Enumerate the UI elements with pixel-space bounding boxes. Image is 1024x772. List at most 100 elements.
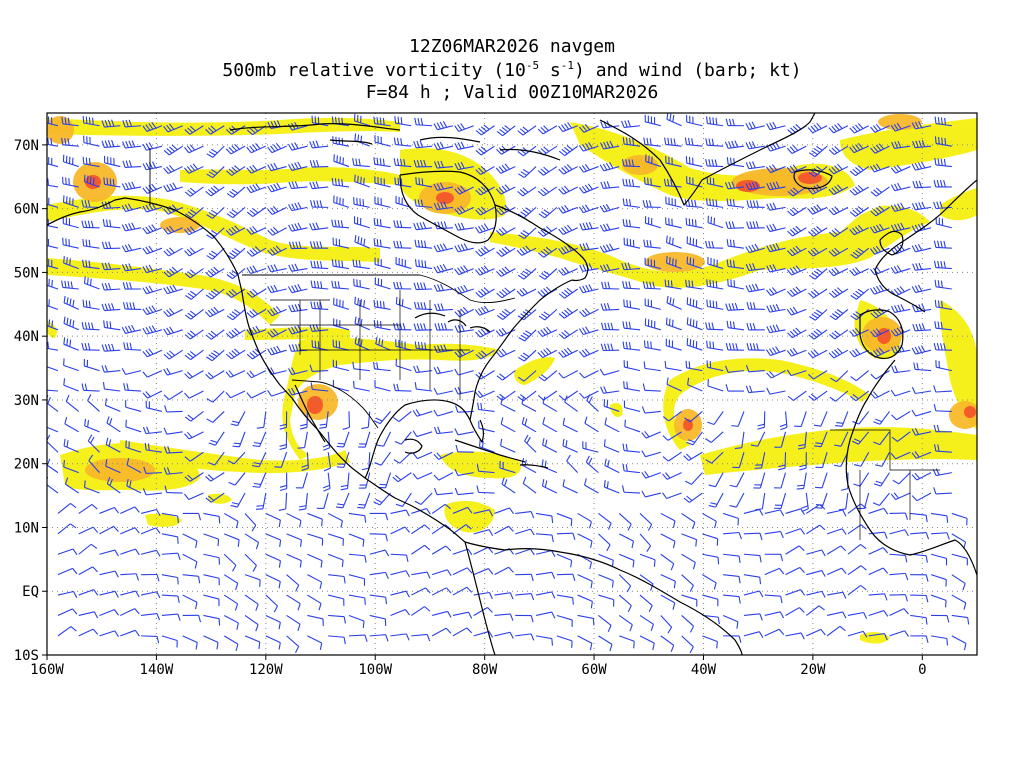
wind-barb <box>910 513 927 522</box>
wind-barb <box>58 524 76 534</box>
wind-barb <box>455 369 474 375</box>
wind-barb <box>333 380 349 391</box>
wind-barb <box>809 146 827 156</box>
lon-tick-label: 0 <box>918 662 926 678</box>
wind-barb <box>341 473 349 490</box>
wind-barb <box>288 143 307 151</box>
wind-barb <box>787 145 806 153</box>
wind-barb <box>623 464 640 473</box>
wind-barb <box>206 350 224 361</box>
wind-barb <box>806 591 825 597</box>
wind-barb <box>494 632 513 638</box>
wind-barb <box>643 383 661 391</box>
wind-barb <box>851 289 869 299</box>
wind-barb <box>224 575 237 590</box>
wind-barb <box>141 614 159 620</box>
wind-barb <box>100 591 119 597</box>
wind-barb <box>931 513 948 522</box>
wind-barb <box>164 285 183 294</box>
wind-barb <box>515 594 533 601</box>
wind-barb <box>476 125 494 135</box>
wind-barb <box>83 239 100 248</box>
wind-barb <box>226 391 245 398</box>
wind-barb <box>744 554 761 562</box>
wind-barb <box>455 387 474 394</box>
wind-barb <box>206 186 225 196</box>
wind-barb <box>815 473 827 488</box>
wind-barb <box>143 143 162 151</box>
wind-barb <box>336 493 349 508</box>
wind-barb <box>538 126 557 134</box>
wind-barb <box>164 308 183 316</box>
wind-barb <box>519 330 536 341</box>
wind-barb <box>143 391 162 398</box>
wind-barb <box>642 407 660 414</box>
wind-barb <box>434 121 453 129</box>
wind-barb <box>839 493 848 510</box>
wind-barb <box>726 343 744 350</box>
wind-barb <box>266 636 280 650</box>
wind-barb <box>227 248 245 259</box>
wind-barb <box>311 200 329 207</box>
wind-barb <box>830 309 848 319</box>
wind-barb <box>203 534 218 546</box>
wind-barb <box>102 242 120 249</box>
wind-barb <box>453 549 472 555</box>
wind-barb <box>687 297 702 309</box>
wind-barb <box>415 240 432 248</box>
wind-barb <box>853 473 868 486</box>
wind-barb <box>786 608 805 616</box>
wind-barb <box>661 575 676 588</box>
wind-barb <box>727 239 744 248</box>
wind-barb <box>829 348 848 358</box>
wind-barb <box>63 155 78 167</box>
wind-barb <box>266 615 280 629</box>
great-lakes <box>415 313 490 332</box>
wind-barb <box>393 473 412 482</box>
wind-barb <box>829 207 848 215</box>
wind-barb <box>455 265 474 274</box>
wind-barb <box>391 527 410 534</box>
wind-barb <box>432 546 451 554</box>
wind-barb <box>686 156 702 166</box>
wind-barb <box>120 574 138 581</box>
wind-barb <box>186 289 204 299</box>
wind-barb <box>952 513 967 525</box>
wind-barb <box>102 283 120 290</box>
wind-barb <box>767 388 786 394</box>
wind-barb <box>661 534 675 548</box>
wind-barb <box>808 205 827 214</box>
wind-barb <box>709 473 723 487</box>
wind-barb <box>328 615 345 623</box>
wind-barb <box>587 394 599 411</box>
wind-barb <box>203 615 219 625</box>
wind-barb <box>394 241 412 248</box>
wind-barb <box>747 302 765 309</box>
wind-barb <box>478 403 495 412</box>
wind-barb <box>661 513 675 527</box>
wind-barb <box>788 391 806 400</box>
wind-barb <box>848 544 866 554</box>
wind-barb <box>889 631 908 637</box>
wind-barb <box>375 380 391 391</box>
title-line-3: F=84 h ; Valid 00Z10MAR2026 <box>366 82 659 103</box>
wind-barb <box>206 330 224 340</box>
wind-barb <box>455 223 474 230</box>
wind-barb <box>434 427 452 434</box>
wind-barb <box>687 317 702 329</box>
wind-barb <box>65 417 79 432</box>
wind-barb <box>931 533 949 540</box>
wind-barb <box>682 595 697 607</box>
wind-barb <box>536 534 553 542</box>
wind-barb <box>374 362 391 371</box>
wind-barb <box>497 309 515 319</box>
coast-south-america-west <box>465 542 495 655</box>
wind-barb <box>207 411 225 422</box>
wind-barb <box>851 371 869 381</box>
wind-barb <box>58 627 76 636</box>
wind-barb <box>416 259 433 268</box>
wind-barb <box>58 609 77 616</box>
wind-barb <box>82 221 100 228</box>
wind-barb <box>497 391 515 400</box>
wind-barb <box>245 595 258 611</box>
